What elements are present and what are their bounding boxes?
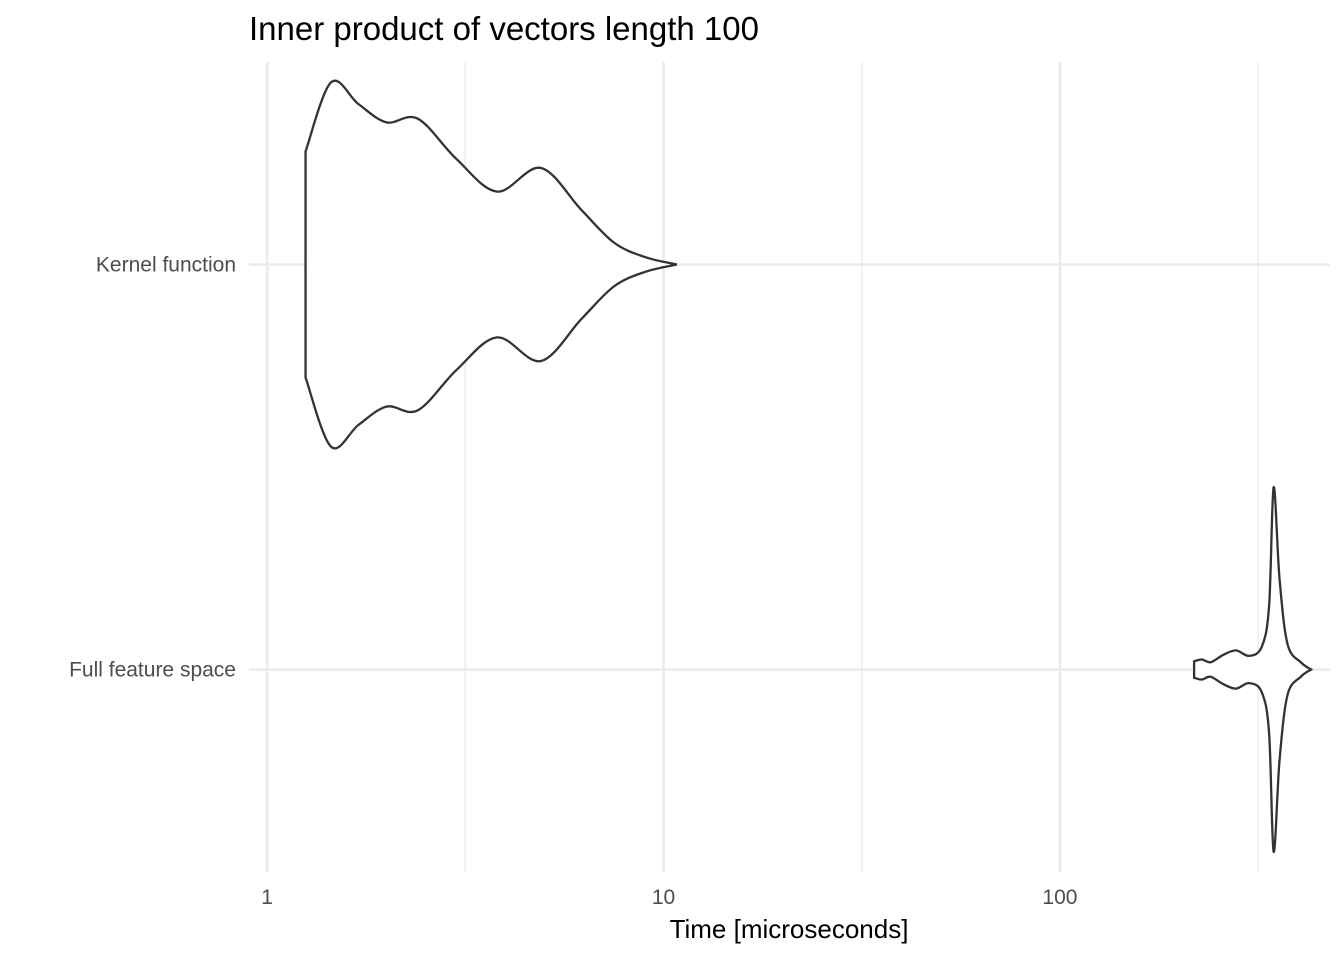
x-tick-label-2: 100 xyxy=(1042,886,1077,909)
x-axis-title: Time [microseconds] xyxy=(670,914,909,944)
x-tick-labels: 1 10 100 xyxy=(261,886,1077,909)
x-tick-label-0: 1 xyxy=(261,886,273,909)
category-labels: Full feature space Kernel function xyxy=(69,254,236,682)
chart-title: Inner product of vectors length 100 xyxy=(249,10,759,47)
grid xyxy=(249,62,1330,872)
violin-full-feature-space xyxy=(1192,486,1314,853)
violin-kernel-function xyxy=(304,79,678,450)
category-label-1: Kernel function xyxy=(96,254,236,277)
x-tick-label-1: 10 xyxy=(652,886,675,909)
category-label-0: Full feature space xyxy=(69,659,236,682)
violins xyxy=(304,79,1314,853)
